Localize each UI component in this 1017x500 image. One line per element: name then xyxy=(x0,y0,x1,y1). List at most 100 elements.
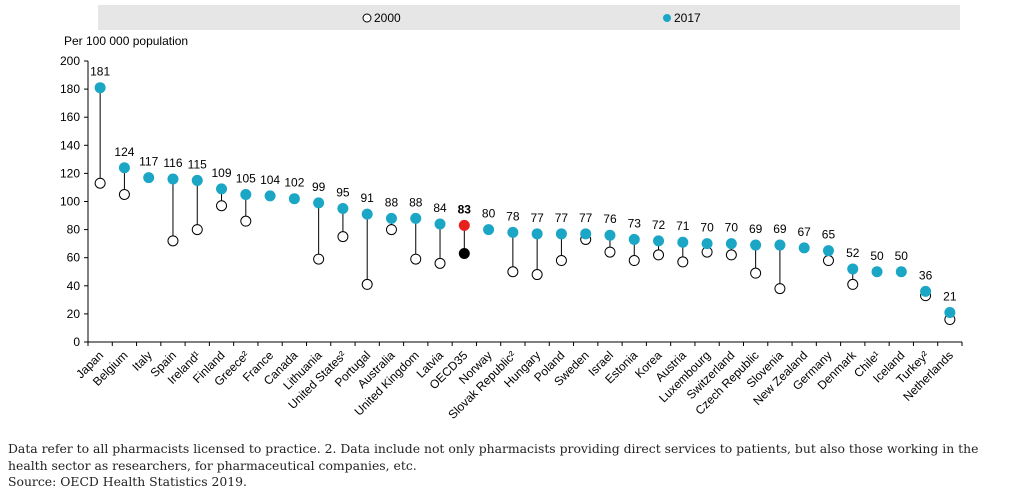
point-2000 xyxy=(191,224,203,236)
value-label: 88 xyxy=(409,195,423,209)
point-2000 xyxy=(750,267,762,279)
legend-marker-2017 xyxy=(663,14,671,22)
point-2017 xyxy=(677,236,689,248)
point-2000 xyxy=(240,215,252,227)
value-label: 77 xyxy=(555,211,569,225)
footnotes: Data refer to all pharmacists licensed t… xyxy=(8,441,1013,491)
point-2000 xyxy=(847,278,859,290)
value-label: 67 xyxy=(798,225,812,239)
point-2017 xyxy=(458,219,470,231)
point-2017 xyxy=(798,242,810,254)
value-label: 70 xyxy=(725,221,739,235)
value-label: 181 xyxy=(90,65,110,79)
value-label: 104 xyxy=(260,173,280,187)
value-label: 109 xyxy=(212,166,232,180)
point-2000 xyxy=(313,253,325,265)
point-2000 xyxy=(118,188,130,200)
point-2017 xyxy=(143,172,155,184)
value-label: 95 xyxy=(336,186,350,200)
value-label: 77 xyxy=(579,211,593,225)
y-tick-label: 140 xyxy=(60,138,80,152)
point-2017 xyxy=(628,233,640,245)
y-tick-label: 180 xyxy=(60,82,80,96)
y-tick-label: 60 xyxy=(67,251,81,265)
point-2017 xyxy=(774,239,786,251)
value-label: 88 xyxy=(385,195,399,209)
legend: 2000 2017 xyxy=(98,5,960,30)
value-label: 69 xyxy=(749,222,763,236)
value-label: 105 xyxy=(236,171,256,185)
legend-marker-2000 xyxy=(362,13,372,23)
plot-area: 020406080100120140160180200181Japan124Be… xyxy=(60,54,963,422)
point-2000 xyxy=(410,253,422,265)
value-label: 50 xyxy=(895,249,909,263)
point-2017 xyxy=(653,235,665,247)
value-label: 71 xyxy=(676,219,690,233)
point-2017 xyxy=(434,218,446,230)
y-tick-label: 100 xyxy=(60,195,80,209)
value-label: 99 xyxy=(312,180,326,194)
value-label: 69 xyxy=(773,222,787,236)
value-label: 78 xyxy=(506,209,520,223)
value-label: 84 xyxy=(433,201,447,215)
value-label: 73 xyxy=(628,216,642,230)
y-tick-label: 80 xyxy=(67,223,81,237)
point-2000 xyxy=(167,235,179,247)
legend-label-2017: 2017 xyxy=(674,11,701,25)
chart: 2000 2017 Per 100 000 population 0 20 40 60… xyxy=(60,5,963,422)
point-2017 xyxy=(871,266,883,278)
point-2017 xyxy=(531,228,543,240)
value-label: 91 xyxy=(361,191,375,205)
footnote-text: Data refer to all pharmacists licensed t… xyxy=(8,441,979,473)
point-2017 xyxy=(385,212,397,224)
point-2000 xyxy=(531,269,543,281)
point-2017 xyxy=(580,228,592,240)
point-2017 xyxy=(361,208,373,220)
point-2000 xyxy=(677,256,689,268)
point-2017 xyxy=(337,203,349,215)
point-2017 xyxy=(264,190,276,202)
point-2000 xyxy=(94,177,106,189)
point-2017 xyxy=(555,228,567,240)
y-tick-label: 20 xyxy=(67,307,81,321)
value-label: 80 xyxy=(482,207,496,221)
point-2000 xyxy=(628,255,640,267)
point-2000 xyxy=(774,283,786,295)
point-2017 xyxy=(750,239,762,251)
value-label: 65 xyxy=(822,228,836,242)
point-2000 xyxy=(653,249,665,261)
point-2017 xyxy=(822,245,834,257)
value-label: 21 xyxy=(943,289,957,303)
point-2017 xyxy=(920,285,932,297)
point-2017 xyxy=(94,82,106,94)
value-label: 83 xyxy=(458,202,472,216)
point-2017 xyxy=(313,197,325,209)
y-tick-label: 200 xyxy=(60,54,80,68)
y-tick-label: 160 xyxy=(60,110,80,124)
point-2000 xyxy=(725,249,737,261)
point-2017 xyxy=(288,193,300,205)
legend-label-2000: 2000 xyxy=(374,11,401,25)
point-2000 xyxy=(385,224,397,236)
y-axis-label: Per 100 000 population xyxy=(64,34,188,48)
value-label: 116 xyxy=(163,156,182,170)
value-label: 115 xyxy=(188,157,207,171)
point-2017 xyxy=(240,188,252,200)
point-2017 xyxy=(604,229,616,241)
value-label: 52 xyxy=(846,246,860,260)
y-tick-label: 40 xyxy=(67,279,81,293)
y-tick-label: 120 xyxy=(60,166,80,180)
point-2017 xyxy=(216,183,228,195)
y-tick-label: 0 xyxy=(73,335,80,349)
point-2017 xyxy=(191,174,203,186)
value-label: 70 xyxy=(700,221,714,235)
source-text: Source: OECD Health Statistics 2019. xyxy=(8,474,247,489)
point-2000 xyxy=(604,246,616,258)
point-2017 xyxy=(410,212,422,224)
point-2017 xyxy=(895,266,907,278)
value-label: 124 xyxy=(114,145,134,159)
point-2017 xyxy=(483,224,495,236)
point-2017 xyxy=(701,238,713,250)
value-label: 36 xyxy=(919,268,933,282)
point-2000 xyxy=(507,266,519,278)
